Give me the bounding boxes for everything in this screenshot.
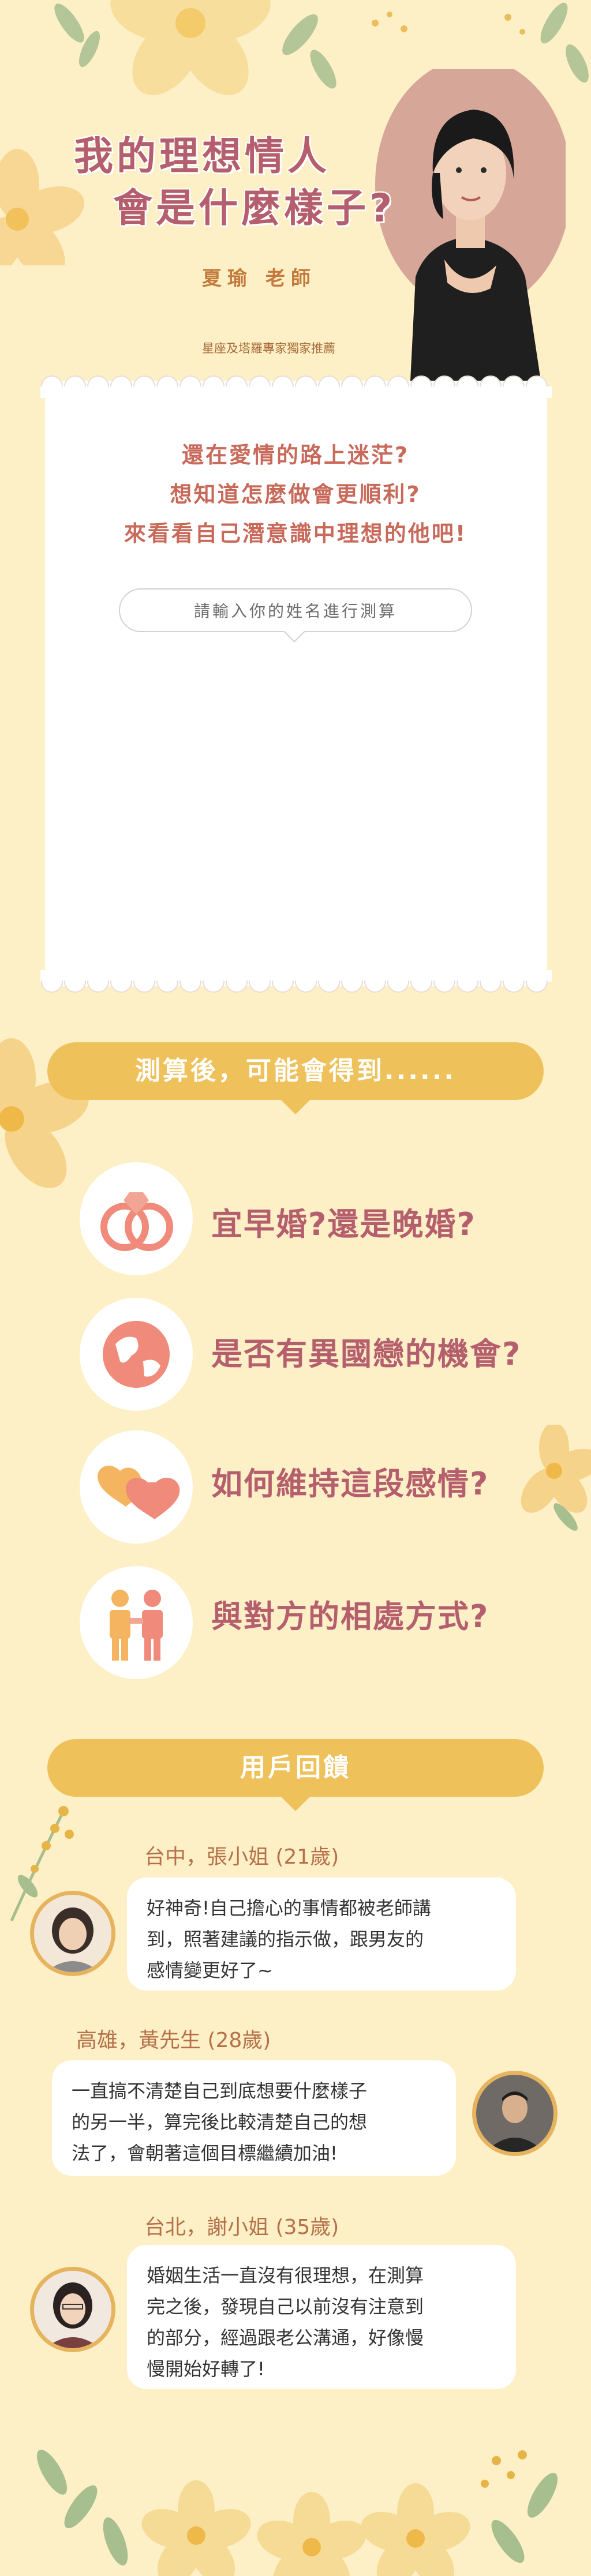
- intro-line3: 來看看自己潛意識中理想的他吧!: [124, 521, 467, 546]
- feedback-3-line-3: 的部分，經過跟老公溝通，好像慢: [147, 2327, 424, 2349]
- feedback-label-3: 台北，謝小姐 (35歲): [144, 2215, 339, 2239]
- feedback-header-tail: [280, 1796, 311, 1811]
- benefits-header: 測算後，可能會得到......: [47, 1042, 544, 1100]
- feedback-2-line-2: 的另一半，算完後比較清楚自己的想: [72, 2111, 368, 2133]
- lace-border-bottom: [40, 970, 552, 993]
- feedback-3-line-2: 完之後，發現自己以前沒有注意到: [147, 2296, 424, 2318]
- user-photo-icon: [34, 2271, 111, 2348]
- benefits-header-tail: [280, 1099, 311, 1114]
- intro-line1: 還在愛情的路上迷茫?: [181, 442, 410, 468]
- input-pointer-fill: [285, 631, 304, 641]
- feature-icon-circle-2: [80, 1298, 193, 1411]
- floral-decoration-top: [0, 0, 589, 265]
- floral-decoration-bottom: [37, 2450, 558, 2576]
- avatar-3: [30, 2267, 115, 2352]
- feedback-bubble-2: 一直搞不清楚自己到底想要什麼樣子 的另一半，算完後比較清楚自己的想 法了，會朝著…: [52, 2060, 456, 2176]
- feedback-1-line-3: 感情變更好了~: [147, 1959, 273, 1981]
- feedback-1-line-2: 到，照著建議的指示做，跟男友的: [147, 1928, 424, 1950]
- feature-icon-circle-4: [80, 1566, 193, 1679]
- feedback-header: 用戶回饋: [47, 1739, 544, 1797]
- feedback-label-2: 高雄，黃先生 (28歲): [76, 2029, 271, 2052]
- feature-text-3: 如何維持這段感情?: [211, 1466, 489, 1502]
- feedback-1-line-1: 好神奇!自己擔心的事情都被老師講: [147, 1897, 431, 1919]
- user-photo-icon: [34, 1895, 111, 1972]
- user-photo-icon: [476, 2075, 553, 2152]
- floral-decoration-right: [521, 1425, 591, 1531]
- intro-line2: 想知道怎麼做會更順利?: [170, 482, 421, 507]
- feature-icon-circle-1: [80, 1162, 193, 1275]
- couple-icon: [110, 1590, 163, 1661]
- name-input[interactable]: 請輸入你的姓名進行測算: [119, 588, 472, 632]
- rings-icon: [100, 1192, 173, 1251]
- feedback-2-line-3: 法了，會朝著這個目標繼續加油!: [72, 2142, 338, 2164]
- lace-border-top: [40, 375, 552, 398]
- hero-title-line2: 會是什麼樣子?: [113, 186, 396, 231]
- teacher-name: 夏瑜 老師: [202, 267, 316, 290]
- feedback-3-line-1: 婚姻生活一直沒有很理想，在測算: [147, 2265, 424, 2286]
- feedback-bubble-1: 好神奇!自己擔心的事情都被老師講 到，照著建議的指示做，跟男友的 感情變更好了~: [127, 1877, 516, 1991]
- avatar-2: [472, 2071, 558, 2156]
- hero-title-line1: 我的理想情人: [74, 134, 331, 179]
- sprig-decoration-left: [10, 1806, 74, 1922]
- feedback-3-line-4: 慢開始好轉了!: [147, 2358, 265, 2380]
- hearts-icon: [98, 1466, 180, 1519]
- feature-text-4: 與對方的相處方式?: [211, 1598, 489, 1635]
- feature-text-1: 宜早婚?還是晚婚?: [211, 1206, 476, 1242]
- floral-decoration-left: [0, 1038, 89, 1188]
- feedback-2-line-1: 一直搞不清楚自己到底想要什麼樣子: [72, 2080, 368, 2102]
- quiz-card: [45, 381, 547, 986]
- avatar-1: [30, 1891, 115, 1976]
- teacher-subtitle: 星座及塔羅專家獨家推薦: [202, 341, 335, 355]
- globe-icon: [103, 1321, 170, 1388]
- feature-icon-circle-3: [80, 1430, 193, 1544]
- feature-text-2: 是否有異國戀的機會?: [211, 1336, 522, 1372]
- feedback-bubble-3: 婚姻生活一直沒有很理想，在測算 完之後，發現自己以前沒有注意到 的部分，經過跟老…: [127, 2245, 516, 2389]
- feedback-label-1: 台中，張小姐 (21歲): [144, 1845, 339, 1869]
- teacher-portrait: [375, 69, 566, 392]
